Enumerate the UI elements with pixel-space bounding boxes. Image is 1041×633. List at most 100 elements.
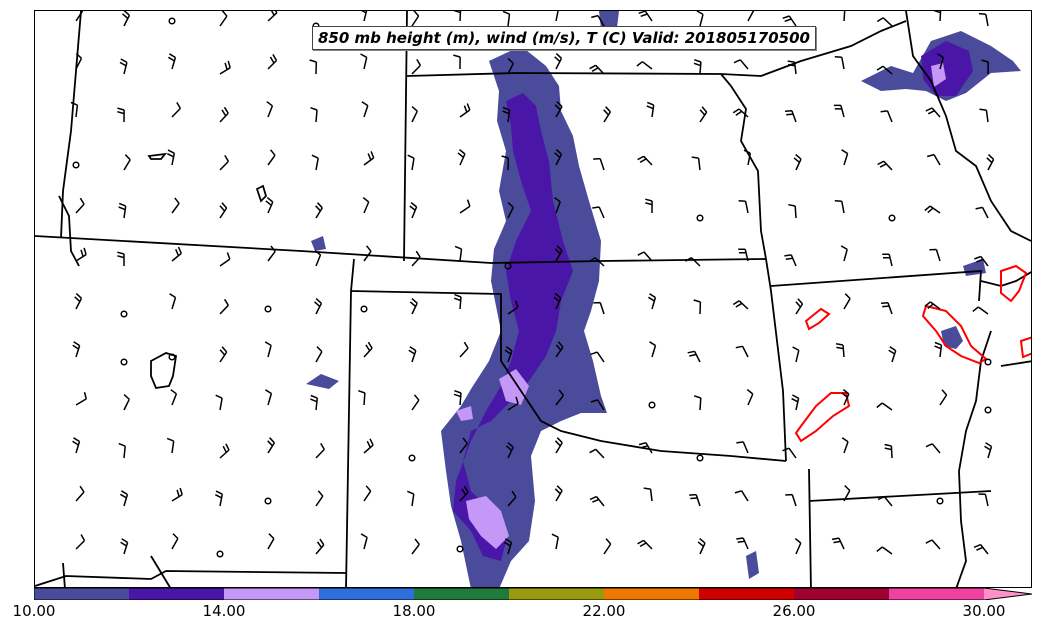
wind-barb — [407, 490, 415, 507]
wind-barb — [267, 149, 276, 166]
wind-barb — [551, 533, 559, 550]
colorbar-tick-label: 14.00 — [202, 602, 246, 620]
wind-barb — [363, 438, 374, 454]
wind-barb — [122, 11, 131, 27]
wind-barb — [363, 151, 375, 166]
wind-barb — [841, 149, 849, 166]
wind-barb — [411, 538, 420, 555]
wind-barb — [75, 11, 84, 22]
wind-barb — [507, 300, 519, 315]
wind-barb — [361, 11, 368, 22]
wind-barb — [554, 149, 563, 166]
wind-barb — [459, 341, 469, 358]
calm-wind-marker — [696, 214, 704, 222]
wind-barb — [554, 245, 563, 262]
wind-barb — [933, 11, 942, 22]
wind-barb — [593, 301, 605, 315]
wind-barb — [979, 108, 989, 123]
wind-barb — [507, 58, 514, 75]
wind-barb — [784, 109, 797, 123]
wind-barb — [314, 250, 322, 267]
wind-barb — [504, 538, 513, 555]
wind-barb — [75, 392, 88, 406]
wind-barb — [453, 11, 462, 22]
wind-barb — [974, 255, 989, 267]
wind-barb — [592, 206, 605, 219]
wind-barb — [841, 389, 850, 406]
wind-barb — [973, 543, 989, 555]
calm-wind-marker — [120, 310, 128, 318]
wind-barb — [454, 245, 463, 262]
wind-barb — [264, 341, 272, 358]
wind-barb — [785, 493, 797, 507]
wind-barb — [507, 396, 519, 411]
wind-barb — [555, 11, 559, 22]
wind-barb — [267, 437, 276, 454]
wind-barb — [310, 394, 319, 411]
wind-barb — [554, 101, 563, 118]
wind-barb — [315, 443, 325, 459]
wind-barb — [363, 485, 372, 502]
wind-barb — [637, 251, 653, 262]
wind-barb — [746, 389, 754, 406]
colorbar-swatch — [699, 588, 794, 600]
wind-barb — [831, 537, 845, 550]
wind-barb — [315, 490, 324, 507]
colorbar-outline — [34, 588, 1032, 600]
wind-barb — [939, 389, 948, 406]
calm-wind-marker — [648, 401, 656, 409]
calm-wind-marker — [888, 214, 896, 222]
wind-barb — [214, 490, 224, 507]
wind-barb — [505, 442, 514, 459]
colorbar-swatch — [129, 588, 224, 600]
wind-barb — [689, 493, 701, 507]
wind-barb — [589, 448, 605, 459]
colorbar-tick-label: 18.00 — [392, 602, 436, 620]
wind-barb — [75, 247, 87, 262]
calm-wind-marker — [168, 353, 176, 361]
wind-barb — [882, 253, 893, 267]
wind-barb — [219, 346, 228, 363]
wind-barb — [835, 343, 845, 358]
wind-barb — [309, 59, 318, 75]
wind-barb — [589, 64, 605, 75]
wind-barb — [409, 298, 418, 315]
calm-wind-marker — [264, 305, 272, 313]
wind-barb — [118, 202, 127, 219]
wind-barb — [591, 14, 605, 27]
calm-wind-marker — [936, 497, 944, 505]
wind-barb — [788, 203, 797, 219]
wind-barb — [265, 197, 274, 214]
wind-barb — [120, 538, 129, 555]
wind-barb — [732, 300, 749, 310]
wind-barb — [267, 533, 275, 550]
wind-barb — [747, 11, 755, 22]
wind-barb — [693, 395, 702, 411]
wind-barb — [876, 65, 893, 75]
wind-barb — [507, 490, 517, 507]
wind-barb — [834, 55, 845, 70]
wind-barb — [792, 346, 800, 363]
wind-barb — [219, 60, 231, 75]
wind-barb — [593, 157, 605, 171]
wind-barb — [75, 485, 85, 502]
wind-barb — [643, 487, 653, 502]
wind-barb — [877, 496, 893, 507]
wind-barb — [638, 11, 653, 22]
wind-barb — [782, 15, 797, 27]
wind-barb — [453, 389, 462, 406]
wind-barb — [649, 341, 657, 358]
wind-barb — [590, 399, 605, 411]
colorbar-tick-label: 26.00 — [772, 602, 816, 620]
wind-barb — [934, 341, 943, 358]
wind-barb — [501, 155, 510, 171]
wind-barb — [507, 202, 514, 219]
wind-barb — [648, 293, 657, 310]
calm-wind-marker — [408, 454, 416, 462]
wind-barb — [453, 54, 461, 70]
wind-barb — [117, 251, 125, 266]
wind-barb — [984, 442, 993, 459]
wind-barb — [925, 107, 941, 118]
wind-barb — [743, 149, 752, 166]
wind-barb — [696, 11, 704, 27]
